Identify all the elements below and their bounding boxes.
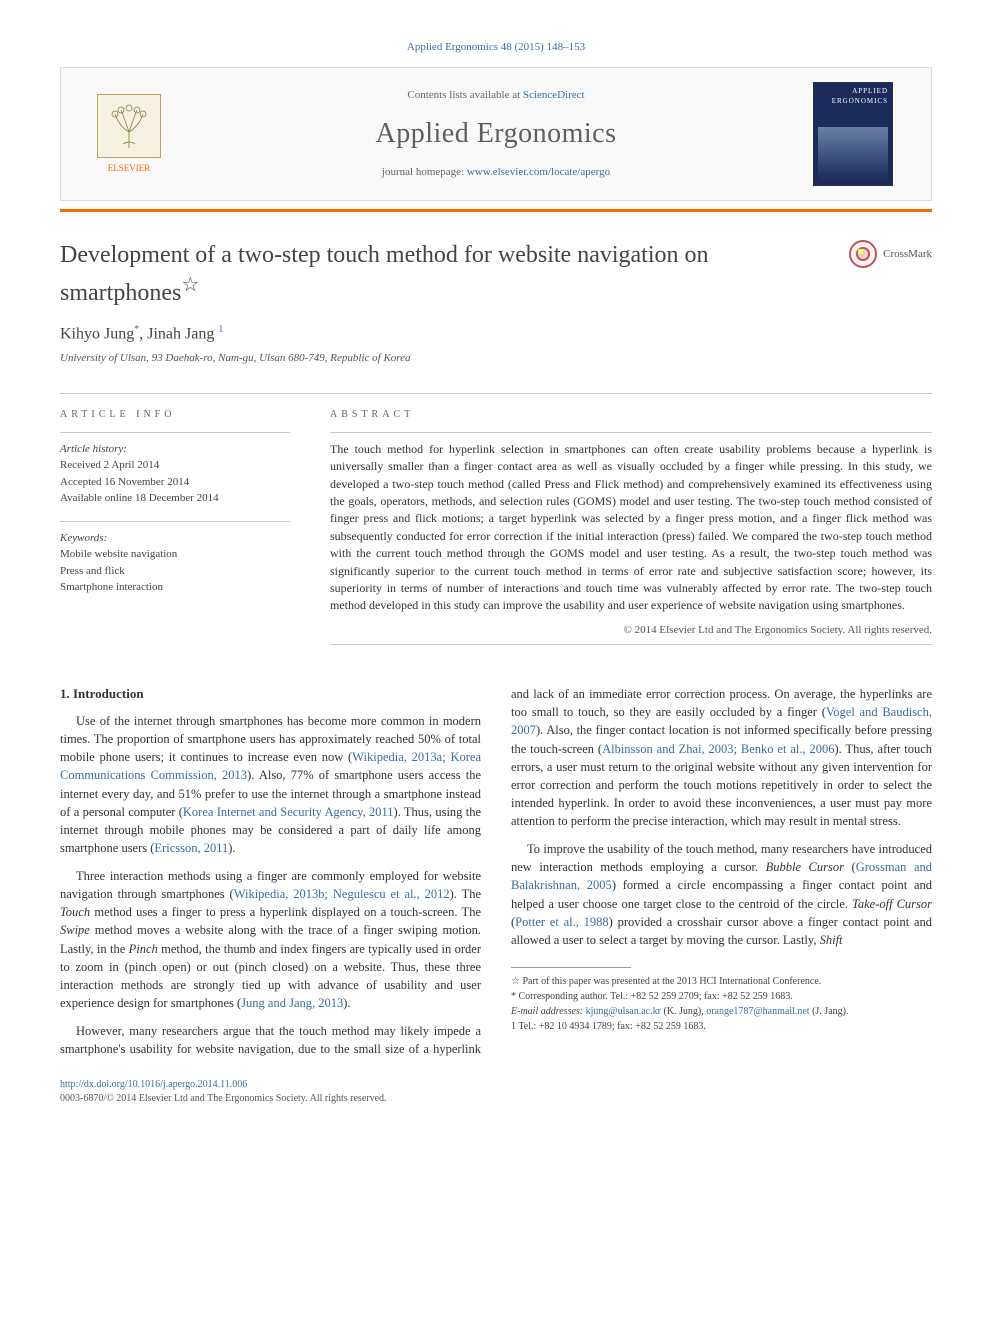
crossmark-widget[interactable]: CrossMark (849, 240, 932, 268)
journal-homepage-line: journal homepage: www.elsevier.com/locat… (193, 165, 799, 180)
publisher-name: ELSEVIER (108, 162, 151, 175)
journal-homepage-link[interactable]: www.elsevier.com/locate/apergo (467, 166, 610, 178)
email-link[interactable]: orange1787@hanmail.net (706, 1006, 809, 1017)
accent-divider (60, 209, 932, 212)
contents-prefix: Contents lists available at (407, 89, 522, 101)
abstract-text: The touch method for hyperlink selection… (330, 441, 932, 615)
abstract-heading: ABSTRACT (330, 408, 932, 422)
section-heading-intro: 1. Introduction (60, 685, 481, 704)
citation-link[interactable]: Ericsson, 2011 (154, 841, 228, 855)
contents-list-line: Contents lists available at ScienceDirec… (193, 88, 799, 103)
keyword-item: Mobile website navigation (60, 546, 290, 563)
keyword-item: Smartphone interaction (60, 579, 290, 596)
journal-banner: ELSEVIER Contents lists available at Sci… (60, 67, 932, 201)
journal-cover-thumb: APPLIED ERGONOMICS (813, 82, 893, 186)
doi-block: http://dx.doi.org/10.1016/j.apergo.2014.… (60, 1078, 932, 1106)
citation-link[interactable]: Albinsson and Zhai, 2003; Benko et al., … (602, 742, 834, 756)
citation-link[interactable]: Korea Internet and Security Agency, 2011 (183, 805, 394, 819)
divider (60, 393, 932, 394)
footnote-corresponding: * Corresponding author. Tel.: +82 52 259… (511, 989, 932, 1004)
paper-title: Development of a two-step touch method f… (60, 240, 829, 308)
history-label: Article history: (60, 441, 290, 458)
intro-para-2: Three interaction methods using a finger… (60, 867, 481, 1012)
history-accepted: Accepted 16 November 2014 (60, 474, 290, 491)
citation-link[interactable]: Jung and Jang, 2013 (241, 996, 343, 1010)
journal-citation: Applied Ergonomics 48 (2015) 148–153 (60, 40, 932, 55)
keyword-item: Press and flick (60, 563, 290, 580)
authors: Kihyo Jung*, Jinah Jang 1 (60, 323, 932, 346)
paper-title-text: Development of a two-step touch method f… (60, 242, 709, 305)
journal-title: Applied Ergonomics (193, 114, 799, 153)
footnote-tel: 1 Tel.: +82 10 4934 1789; fax: +82 52 25… (511, 1019, 932, 1034)
intro-para-1: Use of the internet through smartphones … (60, 712, 481, 857)
body-text: 1. Introduction Use of the internet thro… (60, 685, 932, 1058)
footnote-emails: E-mail addresses: kjung@ulsan.ac.kr (K. … (511, 1004, 932, 1019)
homepage-prefix: journal homepage: (382, 166, 467, 178)
doi-link[interactable]: http://dx.doi.org/10.1016/j.apergo.2014.… (60, 1079, 247, 1090)
intro-para-4: To improve the usability of the touch me… (511, 840, 932, 949)
cover-journal-label: APPLIED ERGONOMICS (818, 87, 888, 107)
footnotes: ☆ Part of this paper was presented at th… (511, 974, 932, 1034)
title-footnote-marker: ☆ (181, 274, 199, 296)
footnote-presented: ☆ Part of this paper was presented at th… (511, 974, 932, 989)
citation-link[interactable]: Wikipedia, 2013b; Negulescu et al., 2012 (234, 887, 450, 901)
article-info-heading: ARTICLE INFO (60, 408, 290, 422)
abstract-copyright: © 2014 Elsevier Ltd and The Ergonomics S… (330, 623, 932, 638)
history-online: Available online 18 December 2014 (60, 490, 290, 507)
affiliation: University of Ulsan, 93 Daehak-ro, Nam-g… (60, 351, 932, 366)
keywords-label: Keywords: (60, 530, 290, 547)
crossmark-icon (849, 240, 877, 268)
history-received: Received 2 April 2014 (60, 457, 290, 474)
elsevier-logo: ELSEVIER (79, 94, 179, 175)
footnote-rule (511, 967, 631, 968)
crossmark-label: CrossMark (883, 247, 932, 262)
sciencedirect-link[interactable]: ScienceDirect (523, 89, 585, 101)
abstract-column: ABSTRACT The touch method for hyperlink … (330, 408, 932, 645)
article-info-column: ARTICLE INFO Article history: Received 2… (60, 408, 290, 645)
citation-link[interactable]: Potter et al., 1988 (515, 915, 608, 929)
elsevier-tree-icon (97, 94, 161, 158)
email-link[interactable]: kjung@ulsan.ac.kr (586, 1006, 661, 1017)
issn-copyright: 0003-6870/© 2014 Elsevier Ltd and The Er… (60, 1092, 932, 1106)
